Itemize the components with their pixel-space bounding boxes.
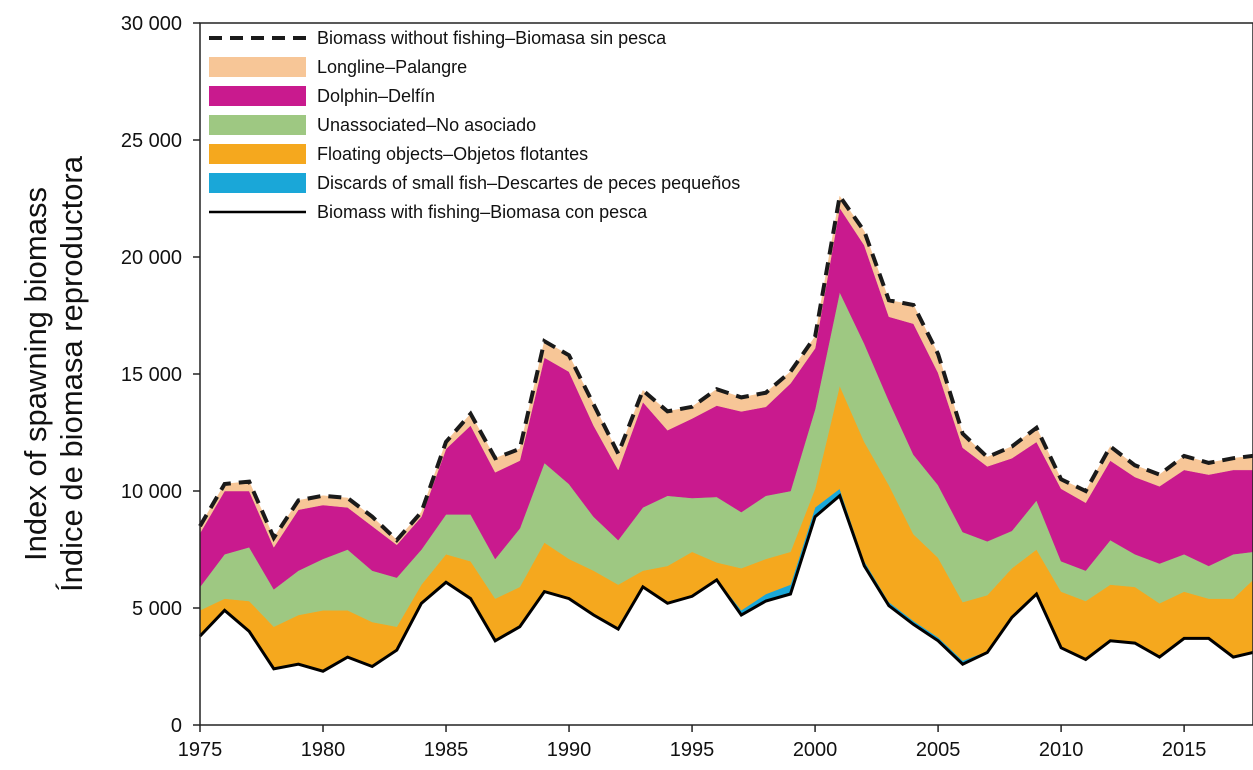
legend-swatch-unassociated xyxy=(209,115,306,135)
x-tick-label: 1980 xyxy=(301,739,346,761)
x-tick-label: 1990 xyxy=(547,739,592,761)
x-tick-label: 1995 xyxy=(670,739,715,761)
legend-label-dolphin: Dolphin–Delfín xyxy=(317,86,435,106)
y-axis-title-line-2: Índice de biomasa reproductora xyxy=(54,155,89,592)
x-tick-label: 2000 xyxy=(793,739,838,761)
stacked-areas xyxy=(199,195,1253,672)
x-tick-label: 2010 xyxy=(1039,739,1084,761)
legend-label-discards-of-small-fish: Discards of small fish–Descartes de pece… xyxy=(317,173,740,193)
legend-label-floating-objects: Floating objects–Objetos flotantes xyxy=(317,144,588,164)
legend-swatch-discards-of-small-fish xyxy=(209,173,306,193)
legend-label-unassociated: Unassociated–No asociado xyxy=(317,115,536,135)
x-tick-label: 2005 xyxy=(916,739,961,761)
legend-swatch-floating-objects xyxy=(209,144,306,164)
y-tick-label: 30 000 xyxy=(121,13,182,35)
x-tick-label: 2015 xyxy=(1162,739,1207,761)
y-axis: 0 5 000 10 000 15 000 20 000 25 000 30 000 xyxy=(121,13,200,737)
y-tick-label: 0 xyxy=(171,715,182,737)
legend-swatch-longline xyxy=(209,57,306,77)
legend-label-biomass-without-fishing: Biomass without fishing–Biomasa sin pesc… xyxy=(317,28,667,48)
x-axis: 1975 1980 1985 1990 1995 2000 2005 2010 2015 xyxy=(178,725,1207,761)
y-tick-label: 20 000 xyxy=(121,247,182,269)
line-biomass-with-fishing xyxy=(198,493,1253,673)
legend-label-longline: Longline–Palangre xyxy=(317,57,467,77)
x-tick-label: 1985 xyxy=(424,739,469,761)
y-axis-title: Index of spawning biomass Índice de biom… xyxy=(18,155,89,592)
legend-label-biomass-with-fishing: Biomass with fishing–Biomasa con pesca xyxy=(317,202,648,222)
legend: Biomass without fishing–Biomasa sin pesc… xyxy=(209,28,740,222)
x-tick-label: 1975 xyxy=(178,739,223,761)
y-tick-label: 15 000 xyxy=(121,364,182,386)
y-tick-label: 5 000 xyxy=(132,598,182,620)
y-axis-title-line-1: Index of spawning biomass xyxy=(18,187,53,561)
line-biomass-without-fishing xyxy=(198,191,1253,543)
legend-swatch-dolphin xyxy=(209,86,306,106)
y-tick-label: 10 000 xyxy=(121,481,182,503)
y-tick-label: 25 000 xyxy=(121,130,182,152)
area-longline xyxy=(199,195,1253,548)
